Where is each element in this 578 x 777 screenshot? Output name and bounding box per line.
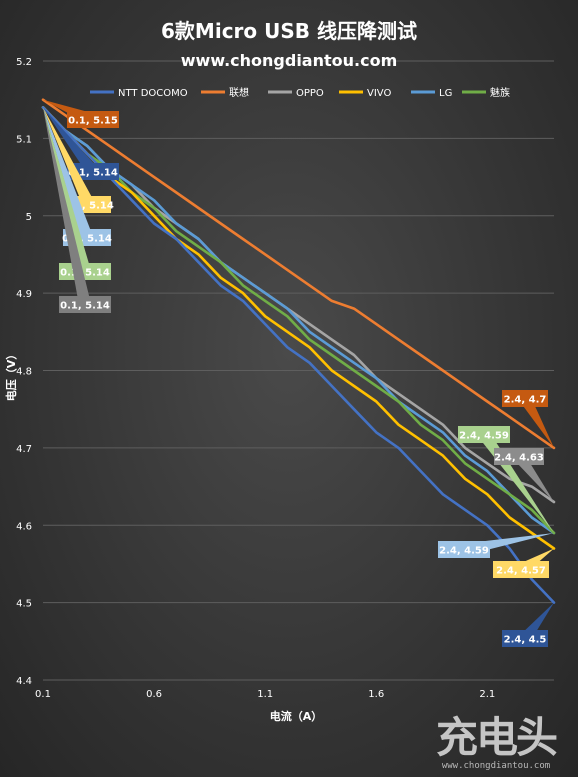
legend-label: VIVO — [367, 88, 391, 99]
data-label-pointer — [43, 107, 95, 208]
series-line-VIVO — [41, 106, 556, 550]
x-tick-label: 0.6 — [146, 689, 162, 700]
data-label-pointer — [43, 107, 98, 176]
data-label-box — [67, 111, 119, 128]
watermark-logo-text: 充电头 — [436, 713, 557, 762]
data-label-callout: 0.1, 5.14 — [43, 107, 111, 280]
data-label-box — [438, 541, 490, 558]
data-label-callout: 2.4, 4.5 — [502, 602, 554, 647]
legend-label: OPPO — [296, 88, 324, 99]
data-label-box — [493, 561, 549, 578]
data-label-box — [502, 390, 548, 407]
data-label-text: 0.1, 5.14 — [68, 168, 118, 179]
data-label-text: 2.4, 4.59 — [459, 431, 509, 442]
data-labels: 0.1, 5.15 0.1, 5.14 0.1, 5.14 0.1, 5.14 0.1,… — [43, 99, 554, 647]
legend-item: LG — [411, 88, 452, 99]
data-label-box — [59, 296, 111, 313]
data-label-callout: 2.4, 4.59 — [438, 532, 554, 558]
y-tick-label: 5.1 — [16, 134, 32, 145]
y-axis-label: 电压（V） — [4, 349, 18, 402]
data-label-box — [59, 263, 111, 280]
data-label-box — [502, 630, 548, 647]
data-label-pointer — [43, 107, 91, 273]
y-axis-ticks: 4.4 4.5 4.6 4.7 4.8 4.9 5 5.1 5.2 — [16, 57, 32, 687]
data-label-box — [494, 448, 544, 465]
legend-item: 魅族 — [462, 86, 510, 99]
x-tick-label: 2.1 — [479, 689, 495, 700]
series-line-NTT DOCOMO — [41, 106, 556, 604]
legend-label: LG — [439, 88, 452, 99]
y-tick-label: 5 — [26, 212, 32, 223]
legend-item: VIVO — [339, 88, 391, 99]
data-label-text: 2.4, 4.7 — [504, 395, 547, 406]
x-tick-label: 0.1 — [35, 689, 51, 700]
series-line-LG — [41, 106, 556, 535]
legend-label: 联想 — [229, 86, 249, 99]
gridlines — [43, 60, 554, 681]
y-tick-label: 4.7 — [16, 444, 32, 455]
x-axis-ticks: 0.1 0.6 1.1 1.6 2.1 — [35, 689, 495, 700]
x-axis-label: 电流（A） — [270, 709, 323, 723]
data-label-pointer — [43, 107, 93, 240]
data-label-callout: 2.4, 4.7 — [502, 390, 554, 448]
legend: NTT DOCOMO 联想 OPPO VIVO LG 魅族 — [90, 86, 510, 99]
legend-item: OPPO — [268, 88, 324, 99]
data-label-callout: 0.1, 5.14 — [43, 107, 111, 313]
x-tick-label: 1.6 — [368, 689, 384, 700]
y-tick-label: 4.6 — [16, 521, 32, 532]
data-label-text: 0.1, 5.14 — [60, 301, 110, 312]
y-tick-label: 4.5 — [16, 599, 32, 610]
y-tick-label: 4.4 — [16, 676, 32, 687]
watermark-url: www.chongdiantou.com — [442, 761, 550, 771]
data-label-text: 2.4, 4.63 — [494, 453, 544, 464]
data-label-pointer — [514, 452, 554, 503]
data-label-text: 0.1, 5.14 — [60, 268, 110, 279]
x-tick-label: 1.1 — [257, 689, 273, 700]
series-lines — [41, 98, 556, 604]
data-label-text: 0.1, 5.14 — [64, 201, 114, 212]
legend-label: NTT DOCOMO — [118, 88, 188, 99]
data-label-text: 0.1, 5.15 — [68, 116, 118, 127]
legend-item: 联想 — [201, 86, 249, 99]
data-label-text: 0.1, 5.14 — [62, 234, 112, 245]
chart-title: 6款Micro USB 线压降测试 — [161, 19, 417, 43]
data-label-pointer — [519, 395, 554, 448]
chart-subtitle: www.chongdiantou.com — [181, 51, 398, 70]
y-tick-label: 4.8 — [16, 367, 32, 378]
data-label-callout: 2.4, 4.63 — [494, 448, 554, 503]
data-label-text: 2.4, 4.5 — [504, 635, 547, 646]
data-label-box — [458, 426, 510, 443]
data-label-text: 2.4, 4.59 — [439, 546, 489, 557]
data-label-text: 2.4, 4.57 — [496, 566, 546, 577]
y-tick-label: 5.2 — [16, 57, 32, 68]
data-label-callout: 0.1, 5.15 — [43, 99, 119, 128]
data-label-pointer — [43, 107, 91, 306]
series-line-联想 — [41, 98, 556, 450]
data-label-callout: 2.4, 4.57 — [493, 548, 554, 578]
y-tick-label: 4.9 — [16, 289, 32, 300]
legend-item: NTT DOCOMO — [90, 88, 188, 99]
legend-label: 魅族 — [490, 86, 510, 99]
watermark-logo: 充电头 www.chongdiantou.com — [436, 713, 559, 771]
